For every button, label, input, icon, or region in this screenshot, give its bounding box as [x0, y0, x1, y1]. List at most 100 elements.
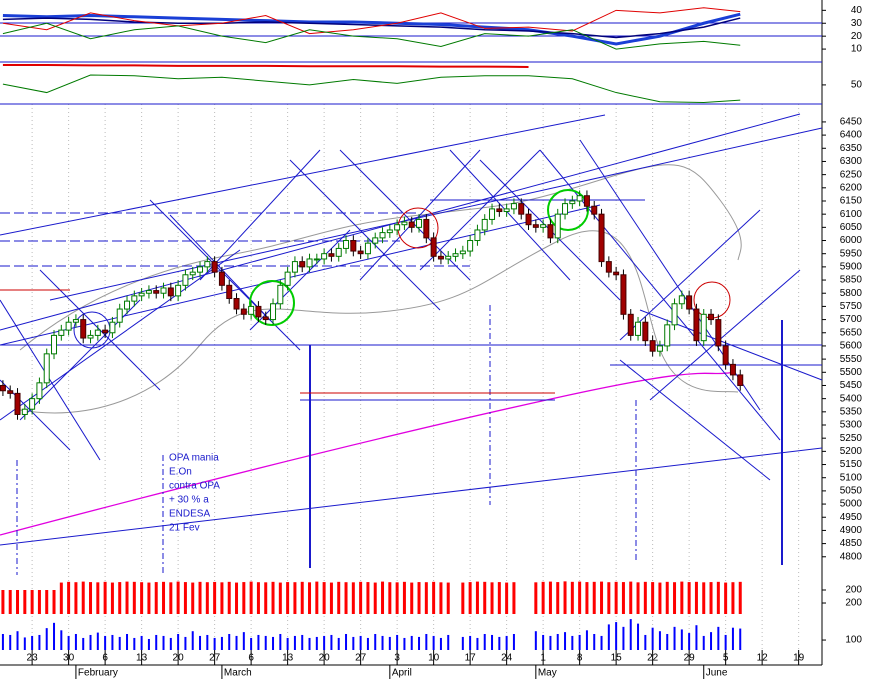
candle-body: [197, 266, 204, 273]
volume-bar: [329, 582, 333, 614]
volume-bar: [585, 630, 588, 650]
volume-bar: [9, 634, 12, 650]
volume-bar: [250, 637, 253, 650]
volume-bar: [651, 582, 655, 614]
y-tick-label: 6450: [840, 117, 863, 128]
volume-bar: [272, 636, 275, 650]
panel-frames: [0, 0, 823, 666]
volume-bar: [680, 581, 684, 614]
candle-body: [635, 321, 642, 336]
volume-bar: [417, 582, 421, 614]
volume-bar: [388, 636, 391, 650]
y-tick-label: 5150: [840, 459, 863, 470]
candle-body: [109, 321, 116, 334]
volume-bar: [228, 633, 231, 650]
candle-body: [656, 345, 663, 352]
candle-body: [547, 224, 554, 239]
y-tick-label: 50: [851, 80, 863, 91]
month-label: April: [392, 668, 412, 679]
volume-bar: [403, 637, 406, 650]
candle-body: [583, 195, 590, 207]
candle-body: [80, 319, 87, 339]
volume-bar: [629, 619, 632, 650]
volume-bar: [564, 632, 567, 650]
annotation-line: + 30 % a: [169, 495, 209, 506]
y-tick-label: 5800: [840, 288, 863, 299]
annotation-line: E.On: [169, 467, 192, 478]
volume-bar: [103, 581, 107, 614]
indicator-line: [2, 74, 741, 103]
annotation-line: OPA mania: [169, 453, 219, 464]
volume-bar: [432, 581, 436, 614]
volume-bar: [96, 632, 99, 650]
volume-bar: [16, 631, 19, 650]
volume-bar: [665, 581, 669, 614]
volume-bar: [1, 590, 5, 614]
volume-bar: [447, 634, 450, 650]
candle-body: [423, 218, 430, 239]
x-tick-label: 6: [102, 653, 108, 664]
volume-bar: [301, 634, 304, 650]
volume-bar: [687, 582, 691, 614]
volume-bar: [286, 637, 289, 650]
candle-body: [598, 213, 605, 263]
volume-bar: [271, 581, 275, 614]
volume-bar: [396, 634, 399, 650]
volume-bar: [680, 629, 683, 650]
y-tick-label: 5350: [840, 406, 863, 417]
volume-bar: [359, 635, 362, 650]
volume-bar: [213, 637, 216, 650]
candle-body: [649, 340, 656, 352]
volume-bar: [176, 581, 180, 614]
volume-bar: [147, 638, 150, 650]
volume-bar: [578, 634, 581, 650]
volume-bar: [374, 633, 377, 650]
volume-bar: [140, 635, 143, 650]
volume-bar: [118, 582, 122, 614]
candle-body: [722, 345, 729, 365]
y-tick-label: 5450: [840, 380, 863, 391]
volume-bar: [235, 582, 239, 614]
y-tick-label: 200: [845, 598, 862, 609]
x-tick-label: 17: [465, 653, 477, 664]
circle-marker: [249, 280, 295, 326]
candle-body: [284, 271, 291, 286]
y-tick-label: 5750: [840, 301, 863, 312]
volume-bar: [702, 582, 706, 614]
y-tick-label: 30: [851, 18, 863, 29]
volume-bar: [52, 590, 56, 614]
candle-body: [445, 255, 452, 260]
candle-body: [14, 392, 21, 415]
x-tick-label: 29: [684, 653, 696, 664]
volume-bar: [483, 581, 487, 614]
volume-bar: [637, 623, 640, 650]
y-tick-label: 4950: [840, 512, 863, 523]
candle-body: [613, 271, 620, 276]
volume-bar: [53, 622, 56, 650]
volume-bar: [162, 635, 165, 650]
candle-body: [131, 295, 138, 302]
candle-body: [708, 313, 715, 321]
candle-body: [554, 213, 561, 239]
volume-bar: [191, 631, 194, 650]
candle-body: [576, 195, 583, 202]
y-tick-label: 5000: [840, 499, 863, 510]
y-tick-label: 5250: [840, 433, 863, 444]
candle-body: [379, 232, 386, 239]
volume-bar: [330, 634, 333, 650]
volume-bar: [418, 636, 421, 650]
x-tick-label: 5: [723, 653, 729, 664]
candle-body: [518, 203, 525, 215]
volume-bar: [198, 581, 202, 614]
y-tick-label: 4850: [840, 538, 863, 549]
volume-bar: [381, 635, 384, 650]
volume-bar: [373, 582, 377, 614]
volume-bar: [74, 582, 78, 614]
volume-bar: [673, 582, 677, 614]
y-tick-label: 6000: [840, 235, 863, 246]
volume-bar: [293, 582, 297, 614]
candle-body: [145, 290, 152, 294]
volume-bar: [432, 635, 435, 650]
annotation-line: contra OPA: [169, 481, 220, 492]
candle-body: [437, 255, 444, 260]
